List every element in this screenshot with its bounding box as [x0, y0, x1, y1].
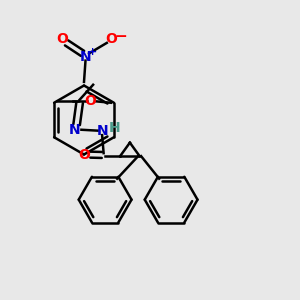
Text: O: O	[84, 94, 96, 108]
Text: O: O	[106, 32, 118, 46]
Text: −: −	[114, 29, 127, 44]
Text: H: H	[109, 121, 121, 135]
Text: N: N	[80, 50, 91, 64]
Text: +: +	[88, 47, 97, 57]
Text: N: N	[69, 123, 81, 137]
Text: N: N	[97, 124, 108, 138]
Text: O: O	[56, 32, 68, 46]
Text: O: O	[79, 148, 90, 162]
